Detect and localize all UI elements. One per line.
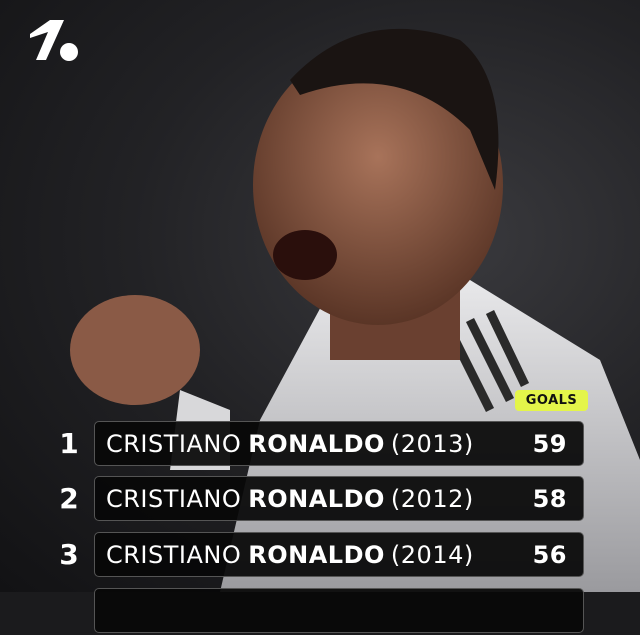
ranking-row-partial — [0, 588, 640, 635]
goals-value: 56 — [532, 540, 567, 569]
first-name: CRISTIANO — [106, 540, 242, 569]
ranking-row: 3 CRISTIANO RONALDO (2014) 56 — [0, 532, 640, 579]
goals-value: 59 — [532, 429, 567, 458]
ranking-row: 1 CRISTIANO RONALDO (2013) 59 — [0, 421, 640, 468]
last-name: RONALDO — [248, 429, 385, 458]
player-entry: CRISTIANO RONALDO (2014) 56 — [94, 532, 584, 577]
rank-number: 1 — [59, 427, 79, 460]
goals-column-label: GOALS — [515, 390, 588, 411]
ranking-row: 2 CRISTIANO RONALDO (2012) 58 — [0, 476, 640, 523]
rank-number: 3 — [59, 538, 79, 571]
goals-value: 58 — [532, 484, 567, 513]
season-year: (2013) — [390, 429, 474, 458]
season-year: (2012) — [390, 484, 474, 513]
rank-number: 2 — [59, 482, 79, 515]
first-name: CRISTIANO — [106, 429, 242, 458]
player-entry: CRISTIANO RONALDO (2012) 58 — [94, 476, 584, 521]
first-name: CRISTIANO — [106, 484, 242, 513]
last-name: RONALDO — [248, 484, 385, 513]
brand-logo — [30, 20, 78, 61]
season-year: (2014) — [390, 540, 474, 569]
player-entry-cut-off — [94, 588, 584, 633]
player-entry: CRISTIANO RONALDO (2013) 59 — [94, 421, 584, 466]
last-name: RONALDO — [248, 540, 385, 569]
